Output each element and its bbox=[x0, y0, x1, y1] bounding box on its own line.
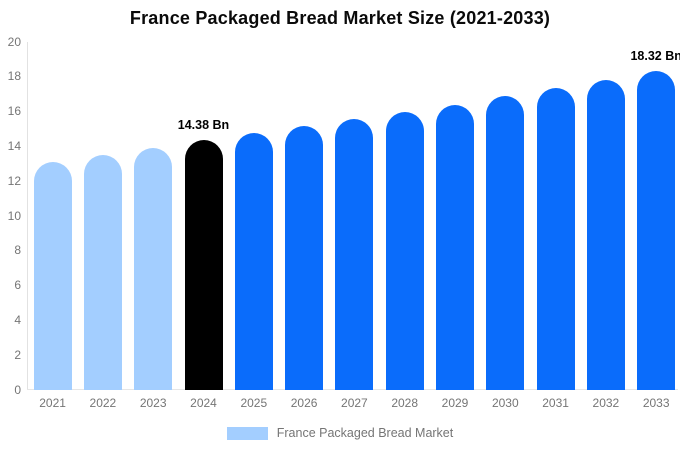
bar-2028[interactable] bbox=[385, 112, 424, 390]
y-axis-line bbox=[27, 42, 28, 390]
x-tick-label-2027: 2027 bbox=[341, 396, 368, 410]
x-tick-label-2028: 2028 bbox=[391, 396, 419, 410]
y-tick-label-18: 18 bbox=[7, 69, 21, 84]
bar-2033[interactable] bbox=[637, 71, 676, 390]
x-tick-label-2032: 2032 bbox=[592, 396, 620, 410]
x-tick-label-2023: 2023 bbox=[139, 396, 167, 410]
legend-label[interactable]: France Packaged Bread Market bbox=[276, 426, 454, 440]
x-tick-label-2030: 2030 bbox=[491, 396, 519, 410]
bar-2027[interactable] bbox=[335, 119, 374, 390]
bar-2022[interactable] bbox=[83, 155, 122, 390]
y-tick-label-4: 4 bbox=[14, 312, 21, 327]
y-tick-label-12: 12 bbox=[7, 173, 21, 188]
y-tick-label-6: 6 bbox=[14, 278, 21, 293]
x-tick-label-2031: 2031 bbox=[542, 396, 569, 410]
y-tick-label-20: 20 bbox=[7, 34, 21, 49]
x-tick-label-2025: 2025 bbox=[240, 396, 268, 410]
bar-2026[interactable] bbox=[285, 126, 324, 390]
bar-2024[interactable] bbox=[184, 139, 223, 390]
value-label-2024: 14.38 Bn bbox=[177, 117, 230, 132]
y-tick-label-2: 2 bbox=[14, 347, 21, 362]
bar-2021[interactable] bbox=[33, 162, 72, 390]
y-tick-label-0: 0 bbox=[14, 382, 21, 397]
legend: France Packaged Bread Market bbox=[0, 426, 680, 440]
y-tick-label-14: 14 bbox=[7, 138, 21, 153]
bar-2030[interactable] bbox=[486, 95, 525, 390]
bar-2025[interactable] bbox=[234, 133, 273, 390]
x-tick-label-2033: 2033 bbox=[642, 396, 670, 410]
x-tick-label-2021: 2021 bbox=[39, 396, 66, 410]
legend-swatch[interactable] bbox=[226, 426, 268, 440]
y-tick-label-10: 10 bbox=[7, 208, 21, 223]
x-tick-label-2024: 2024 bbox=[190, 396, 217, 410]
x-tick-label-2029: 2029 bbox=[441, 396, 469, 410]
bar-2032[interactable] bbox=[586, 80, 625, 390]
bar-2031[interactable] bbox=[536, 88, 575, 390]
y-tick-label-16: 16 bbox=[7, 104, 21, 119]
y-tick-label-8: 8 bbox=[14, 243, 21, 258]
value-label-2033: 18.32 Bn bbox=[630, 49, 680, 64]
bar-2023[interactable] bbox=[134, 148, 173, 390]
bar-2029[interactable] bbox=[436, 104, 474, 390]
x-tick-label-2022: 2022 bbox=[89, 396, 117, 410]
x-tick-label-2026: 2026 bbox=[290, 396, 318, 410]
chart-title: France Packaged Bread Market Size (2021-… bbox=[129, 8, 551, 28]
